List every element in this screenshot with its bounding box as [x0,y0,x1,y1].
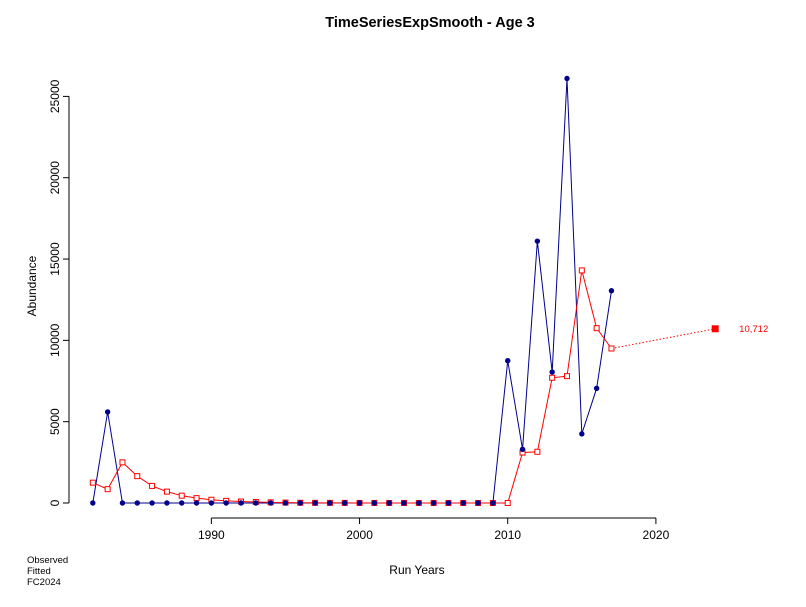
y-tick-label: 0 [48,499,62,506]
y-tick-label: 15000 [48,242,62,276]
x-tick-label: 2010 [494,528,521,542]
observed-point [475,500,481,506]
observed-point [593,385,600,392]
observed-point [430,500,437,506]
observed-point [104,409,111,415]
fitted-point [163,488,170,495]
observed-point [519,446,526,453]
forecast-value-label: 10,712 [739,324,768,335]
y-tick-label: 10000 [48,323,62,357]
fitted-point [178,492,185,499]
fitted-point [149,482,156,489]
observed-point [282,500,289,506]
chart-title: TimeSeriesExpSmooth - Age 3 [325,15,535,31]
observed-point [401,500,407,506]
observed-point [238,500,244,506]
fitted-point [104,486,111,493]
observed-point [534,238,541,244]
observed-point [297,500,303,506]
x-tick-label: 2000 [346,528,373,542]
fitted-point [578,267,585,274]
x-tick-label: 2020 [643,528,670,542]
observed-point [223,500,229,506]
legend-fitted: Fitted [27,566,51,577]
observed-point [327,500,333,506]
observed-point [90,500,96,506]
x-axis-label: Run Years [389,563,444,577]
y-tick-label: 20000 [48,161,62,195]
fitted-point [593,325,600,332]
observed-point [149,500,155,506]
observed-point [164,500,170,506]
observed-point [416,500,422,506]
fitted-point [89,479,96,486]
fitted-point [564,373,570,380]
observed-point [371,500,378,506]
plot-marks: 10,712 [89,75,768,506]
observed-series-line [92,78,612,504]
observed-point [579,431,585,437]
observed-point [356,500,363,506]
fitted-point [193,495,200,502]
axes: 0 5000 10000 15000 20000 25000 1990 2000 2010 202… [48,79,670,542]
observed-point [445,500,452,506]
fitted-point [549,374,556,381]
observed-point [179,500,185,506]
fitted-point [504,500,511,506]
forecast-connector-line [611,328,716,349]
forecast-point [711,325,719,333]
observed-point [608,288,615,294]
observed-point [267,500,274,506]
observed-point [490,500,496,506]
legend-forecast: FC2024 [27,577,61,588]
fitted-point [534,448,541,455]
observed-point [460,500,466,506]
observed-point [119,500,126,506]
observed-point [312,500,318,506]
fitted-point [134,473,141,480]
y-tick-label: 5000 [48,408,62,435]
observed-point [549,369,555,375]
legend-observed: Observed [27,555,68,566]
observed-point [208,500,215,506]
y-tick-label: 25000 [48,79,62,113]
observed-point [193,500,200,506]
observed-point [134,500,140,506]
fitted-point [119,459,126,466]
legend: Observed Fitted FC2024 [27,555,68,588]
x-tick-label: 1990 [198,528,225,542]
observed-point [505,357,511,364]
fitted-point [608,345,615,352]
observed-point [564,75,570,82]
observed-point [342,500,348,506]
fitted-series-line [92,270,612,504]
observed-point [386,500,392,506]
y-axis-label: Abundance [25,255,39,316]
observed-point [253,500,259,506]
